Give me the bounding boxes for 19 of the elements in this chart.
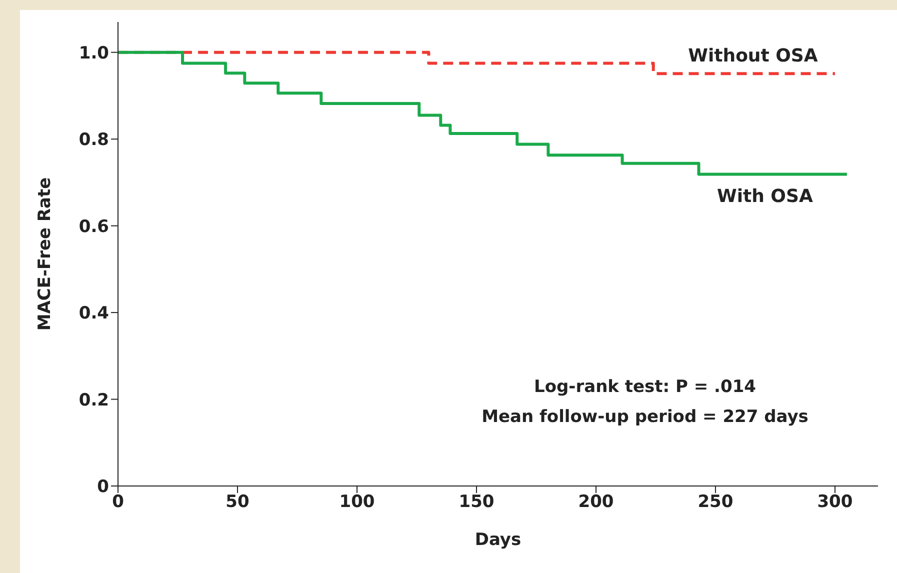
x-tick-label: 100 — [339, 492, 375, 512]
annotation: Log-rank test: P = .014 — [532, 376, 758, 399]
y-tick-label: 0.4 — [78, 304, 110, 324]
x-axis-title: Days — [474, 530, 522, 550]
series-label: Without OSA — [688, 46, 818, 67]
y-tick-label: 0 — [97, 477, 110, 498]
x-tick-label: 50 — [226, 492, 250, 512]
series-label: With OSA — [716, 186, 813, 208]
x-tick-label: 300 — [817, 492, 853, 512]
y-tick-label: 0.8 — [78, 130, 109, 150]
y-tick-label: 1.0 — [78, 43, 110, 64]
y-tick-label: 0.2 — [78, 390, 109, 410]
x-tick-label: 250 — [698, 492, 734, 512]
x-tick-label: 200 — [578, 492, 614, 512]
y-axis-title: MACE-Free Rate — [35, 177, 56, 331]
x-tick-label: 150 — [458, 492, 494, 512]
x-tick-label: 0 — [112, 492, 124, 512]
y-tick-label: 0.6 — [78, 216, 109, 237]
annotation: Mean follow-up period = 227 days — [480, 406, 810, 429]
